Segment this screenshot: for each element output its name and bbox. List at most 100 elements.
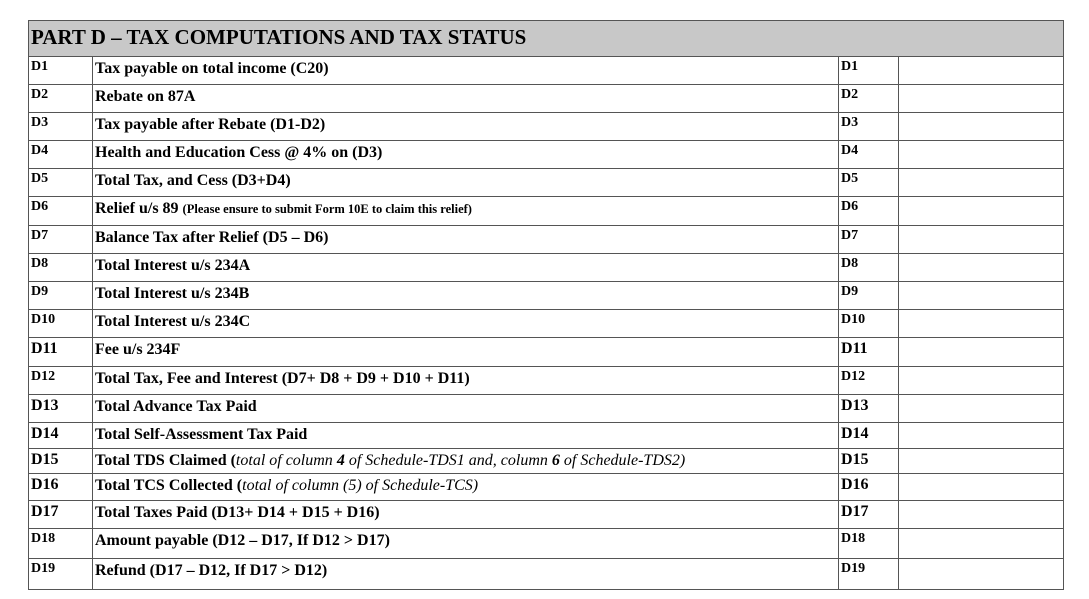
row-code-ref: D13 (839, 395, 899, 422)
section-title: PART D – TAX COMPUTATIONS AND TAX STATUS (29, 21, 1063, 57)
amount-input-d5[interactable] (899, 169, 1063, 196)
amount-input-d3[interactable] (899, 113, 1063, 140)
description-text: Total Taxes Paid (D13+ D14 + D15 + D16) (95, 504, 380, 521)
description-text: Total Tax, and Cess (D3+D4) (95, 172, 291, 189)
row-description: Amount payable (D12 – D17, If D12 > D17) (93, 529, 839, 558)
row-code: D4 (29, 141, 93, 168)
description-text: Total Self-Assessment Tax Paid (95, 426, 308, 443)
description-text: Balance Tax after Relief (D5 – D6) (95, 229, 329, 246)
description-text: Rebate on 87A (95, 88, 196, 105)
amount-cell (899, 449, 1063, 473)
table-row: D11 Fee u/s 234F D11 (29, 338, 1063, 367)
row-description: Refund (D17 – D12, If D17 > D12) (93, 559, 839, 589)
table-row: D19 Refund (D17 – D12, If D17 > D12) D19 (29, 559, 1063, 589)
amount-input-d11[interactable] (899, 338, 1063, 366)
description-note: 6 (551, 452, 560, 469)
row-code-ref: D8 (839, 254, 899, 281)
row-code: D5 (29, 169, 93, 196)
amount-input-d14[interactable] (899, 423, 1063, 448)
amount-input-d4[interactable] (899, 141, 1063, 168)
description-text: Total TCS Collected ( (95, 477, 243, 494)
table-row: D8 Total Interest u/s 234A D8 (29, 254, 1063, 282)
amount-cell (899, 395, 1063, 422)
row-code-ref: D5 (839, 169, 899, 196)
amount-cell (899, 57, 1063, 84)
row-description: Balance Tax after Relief (D5 – D6) (93, 226, 839, 253)
amount-cell (899, 282, 1063, 309)
amount-input-d16[interactable] (899, 474, 1063, 500)
amount-cell (899, 474, 1063, 500)
table-row: D17 Total Taxes Paid (D13+ D14 + D15 + D1… (29, 501, 1063, 529)
row-description: Total Advance Tax Paid (93, 395, 839, 422)
description-text: Refund (D17 – D12, If D17 > D12) (95, 562, 328, 579)
description-note: total of column (5) of Schedule-TCS) (242, 477, 479, 494)
row-code-ref: D14 (839, 423, 899, 448)
row-code: D3 (29, 113, 93, 140)
description-note: of Schedule-TDS2) (559, 452, 686, 469)
amount-cell (899, 338, 1063, 366)
row-code: D1 (29, 57, 93, 84)
amount-cell (899, 85, 1063, 112)
amount-input-d1[interactable] (899, 57, 1063, 84)
table-row: D6 Relief u/s 89 (Please ensure to submit… (29, 197, 1063, 226)
table-row: D14 Total Self-Assessment Tax Paid D14 (29, 423, 1063, 449)
amount-cell (899, 226, 1063, 253)
row-code: D14 (29, 423, 93, 448)
description-note: (Please ensure to submit Form 10E to cla… (182, 202, 472, 216)
table-row: D9 Total Interest u/s 234B D9 (29, 282, 1063, 310)
row-code-ref: D17 (839, 501, 899, 528)
description-text: Fee u/s 234F (95, 341, 181, 358)
row-code: D17 (29, 501, 93, 528)
amount-cell (899, 254, 1063, 281)
amount-cell (899, 141, 1063, 168)
amount-cell (899, 367, 1063, 394)
description-text: Tax payable on total income (C20) (95, 60, 329, 77)
amount-input-d7[interactable] (899, 226, 1063, 253)
description-note: 4 (336, 452, 345, 469)
description-text: Total Interest u/s 234B (95, 285, 250, 302)
amount-input-d17[interactable] (899, 501, 1063, 528)
amount-input-d13[interactable] (899, 395, 1063, 422)
row-code-ref: D18 (839, 529, 899, 558)
table-row: D5 Total Tax, and Cess (D3+D4) D5 (29, 169, 1063, 197)
row-code: D8 (29, 254, 93, 281)
row-code: D9 (29, 282, 93, 309)
row-code: D12 (29, 367, 93, 394)
row-code-ref: D11 (839, 338, 899, 366)
description-text: Total Advance Tax Paid (95, 398, 257, 415)
row-code: D15 (29, 449, 93, 473)
row-description: Relief u/s 89 (Please ensure to submit F… (93, 197, 839, 225)
description-text: Tax payable after Rebate (D1-D2) (95, 116, 326, 133)
description-text: Amount payable (D12 – D17, If D12 > D17) (95, 532, 390, 549)
amount-input-d19[interactable] (899, 559, 1063, 589)
row-code-ref: D10 (839, 310, 899, 337)
amount-input-d9[interactable] (899, 282, 1063, 309)
amount-input-d12[interactable] (899, 367, 1063, 394)
amount-input-d18[interactable] (899, 529, 1063, 558)
row-description: Health and Education Cess @ 4% on (D3) (93, 141, 839, 168)
amount-input-d8[interactable] (899, 254, 1063, 281)
amount-input-d15[interactable] (899, 449, 1063, 473)
amount-input-d6[interactable] (899, 197, 1063, 225)
row-description: Total Interest u/s 234C (93, 310, 839, 337)
row-description: Total Taxes Paid (D13+ D14 + D15 + D16) (93, 501, 839, 528)
amount-cell (899, 197, 1063, 225)
amount-input-d10[interactable] (899, 310, 1063, 337)
row-code: D6 (29, 197, 93, 225)
table-row: D12 Total Tax, Fee and Interest (D7+ D8 +… (29, 367, 1063, 395)
row-description: Total Tax, and Cess (D3+D4) (93, 169, 839, 196)
row-code: D13 (29, 395, 93, 422)
row-code: D16 (29, 474, 93, 500)
amount-input-d2[interactable] (899, 85, 1063, 112)
amount-cell (899, 423, 1063, 448)
table-row: D16 Total TCS Collected (total of column … (29, 474, 1063, 501)
table-row: D3 Tax payable after Rebate (D1-D2) D3 (29, 113, 1063, 141)
description-text: Health and Education Cess @ 4% on (D3) (95, 144, 383, 161)
amount-cell (899, 310, 1063, 337)
description-note: of Schedule-TDS1 and, column (344, 452, 552, 469)
table-body: D1 Tax payable on total income (C20) D1 D2 R… (29, 57, 1063, 589)
row-description: Rebate on 87A (93, 85, 839, 112)
row-code: D10 (29, 310, 93, 337)
row-description: Total Self-Assessment Tax Paid (93, 423, 839, 448)
description-note: total of column (235, 452, 337, 469)
